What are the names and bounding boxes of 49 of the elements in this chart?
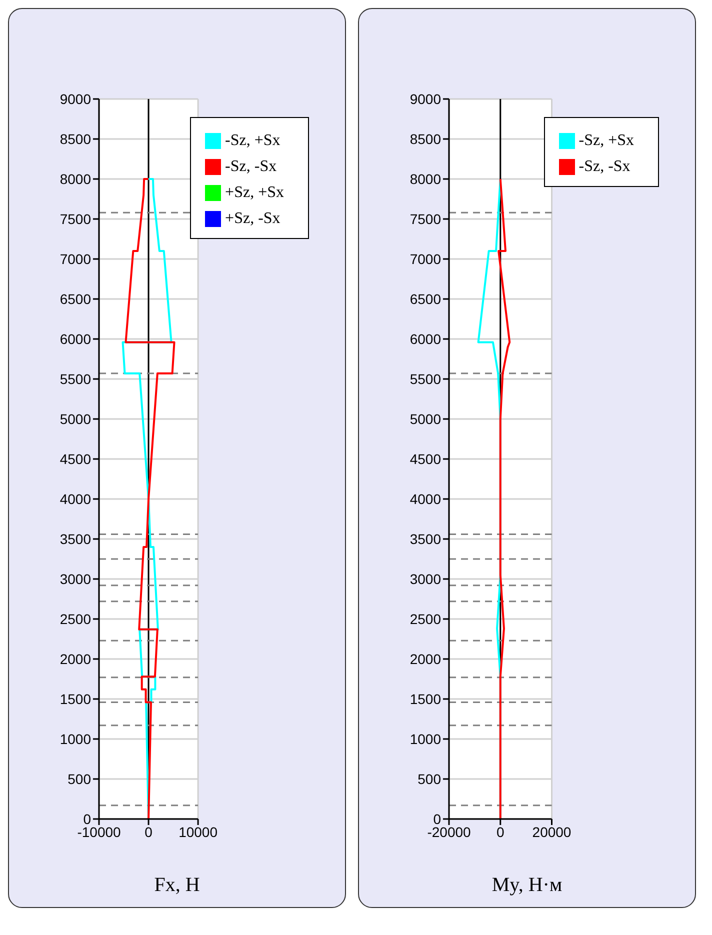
y-tick-label: 4000 [410, 490, 442, 507]
y-tick-label: 3500 [410, 530, 442, 547]
y-tick-label: 5000 [410, 410, 442, 427]
line-series [498, 178, 511, 819]
y-tick-label: 5500 [60, 370, 92, 387]
y-tick-label: 5500 [410, 370, 442, 387]
y-tick-label: 4500 [410, 450, 442, 467]
y-tick-label: 8000 [60, 170, 92, 187]
y-tick-label: 1500 [60, 690, 92, 707]
legend-label: -Sz, -Sx [578, 158, 630, 175]
y-tick-label: 7500 [410, 210, 442, 227]
y-tick-label: 9000 [410, 90, 442, 107]
x-tick-label: 0 [496, 824, 504, 840]
y-tick-label: 6000 [410, 330, 442, 347]
x-tick-label: 20000 [532, 824, 572, 840]
y-tick-label: 6500 [60, 290, 92, 307]
y-tick-label: 6500 [410, 290, 442, 307]
y-tick-label: 4000 [60, 490, 92, 507]
y-tick-label: 8500 [60, 130, 92, 147]
legend-label: -Sz, +Sx [225, 132, 280, 149]
y-tick-label: 9000 [60, 90, 92, 107]
y-tick-label: 8000 [410, 170, 442, 187]
x-axis-title: My, Н·м [490, 874, 564, 897]
x-axis-title: Fx, Н [153, 874, 201, 897]
y-tick-label: 7000 [410, 250, 442, 267]
y-tick-label: 3000 [60, 570, 92, 587]
legend-label: -Sz, -Sx [225, 158, 277, 175]
legend-label: +Sz, +Sx [225, 184, 284, 201]
x-tick-label: 10000 [178, 824, 218, 840]
x-tick-label: 0 [144, 824, 153, 840]
y-tick-label: 2500 [60, 610, 92, 627]
y-tick-label: 2000 [410, 650, 442, 667]
y-tick-label: 3500 [60, 530, 92, 547]
y-tick-label: 8500 [410, 130, 442, 147]
y-tick-label: 1000 [410, 730, 442, 747]
y-tick-label: 2000 [60, 650, 92, 667]
y-tick-label: 500 [418, 770, 442, 787]
y-tick-label: 4500 [60, 450, 92, 467]
y-tick-label: 3000 [410, 570, 442, 587]
y-tick-label: 1000 [60, 730, 92, 747]
y-tick-label: 5000 [60, 410, 92, 427]
y-tick-label: 7500 [60, 210, 92, 227]
y-tick-label: 500 [68, 770, 92, 787]
y-tick-label: 1500 [410, 690, 442, 707]
y-tick-label: 7000 [60, 250, 92, 267]
y-tick-label: 2500 [410, 610, 442, 627]
legend-label: +Sz, -Sx [225, 210, 280, 227]
legend-label: -Sz, +Sx [578, 132, 634, 149]
y-tick-label: 6000 [60, 330, 92, 347]
